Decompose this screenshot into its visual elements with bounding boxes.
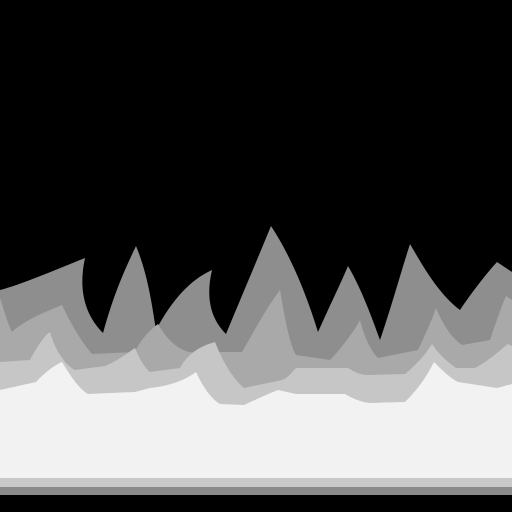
ground-layer	[0, 362, 512, 478]
base-stripe-bottom	[0, 495, 512, 512]
base-stripe-dark	[0, 487, 512, 495]
base-stripe-light	[0, 478, 512, 487]
